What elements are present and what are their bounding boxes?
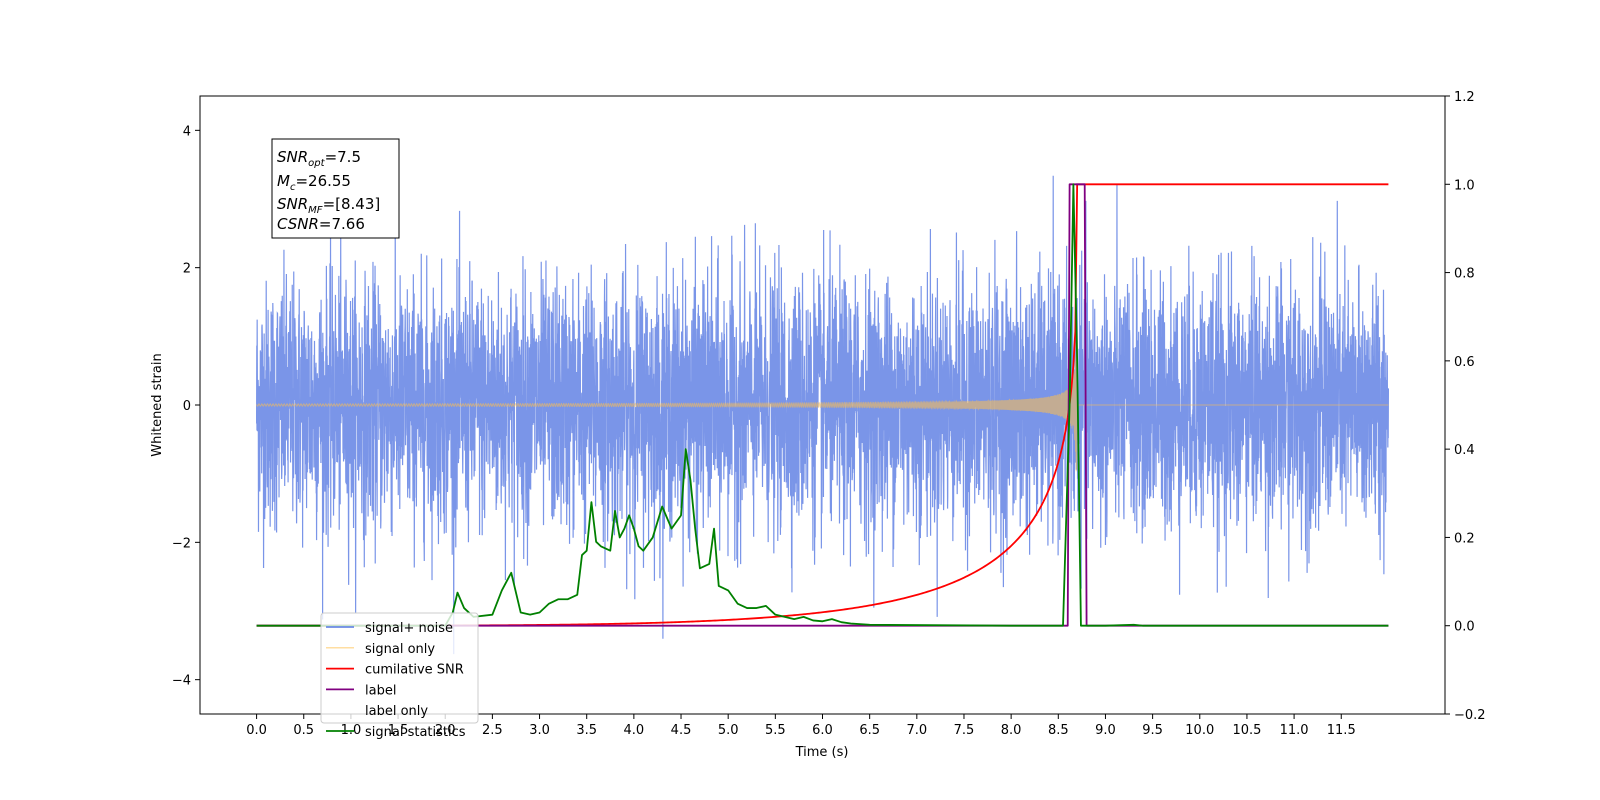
y-tick-label: 4 xyxy=(183,124,191,139)
y-tick-label: −4 xyxy=(172,674,191,689)
x-tick-label: 0.0 xyxy=(246,723,267,738)
x-tick-label: 1.5 xyxy=(388,723,409,738)
annotation-box xyxy=(271,138,400,239)
annotation-mc: Mc=26.55 xyxy=(277,172,351,193)
right-tick-label: −0.2 xyxy=(1454,708,1486,723)
right-axis-ticks: 1.2 1.0 0.8 0.6 0.4 0.2 0.0 −0.2 xyxy=(1445,90,1486,723)
y-tick-label: 0 xyxy=(183,399,191,414)
signal-only-line xyxy=(256,343,1389,472)
noise-series xyxy=(255,175,1390,655)
signal-only-series xyxy=(256,343,1389,472)
annotation-csnr: CSNR=7.66 xyxy=(277,215,365,233)
x-tick-label: 7.0 xyxy=(906,723,927,738)
x-axis-ticks: 0.0 0.5 1.0 1.5 2.0 2.5 3.0 3.5 4.0 4.5 5.0 5.5 6.0 6… xyxy=(246,714,1356,738)
right-tick-label: 0.8 xyxy=(1454,267,1475,282)
legend-label: label only xyxy=(365,704,428,719)
legend: signal+ noise signal only cumilative SNR la… xyxy=(320,612,479,740)
right-tick-label: 0.4 xyxy=(1454,443,1475,458)
y-tick-label: 2 xyxy=(183,262,191,277)
right-tick-label: 0.6 xyxy=(1454,355,1475,370)
legend-label: signal+ noise xyxy=(365,621,453,636)
legend-label: cumilative SNR xyxy=(365,663,464,678)
metrics-annotation: SNRopt=7.5 Mc=26.55 SNRMF=[8.43] CSNR=7.… xyxy=(271,138,400,239)
x-tick-label: 10.0 xyxy=(1185,723,1214,738)
x-tick-label: 2.0 xyxy=(435,723,456,738)
y-axis-label: Whitened strain xyxy=(150,353,165,456)
x-tick-label: 5.0 xyxy=(718,723,739,738)
y-tick-label: −2 xyxy=(172,536,191,551)
x-tick-label: 11.5 xyxy=(1327,723,1356,738)
x-tick-label: 8.0 xyxy=(1001,723,1022,738)
x-tick-label: 6.0 xyxy=(812,723,833,738)
y-axis-ticks: 4 2 0 −2 −4 xyxy=(172,124,200,689)
x-tick-label: 3.5 xyxy=(576,723,597,738)
x-tick-label: 2.5 xyxy=(482,723,503,738)
x-tick-label: 10.5 xyxy=(1232,723,1261,738)
annotation-snr-opt: SNRopt=7.5 xyxy=(277,148,361,169)
x-tick-label: 3.0 xyxy=(529,723,550,738)
right-tick-label: 0.0 xyxy=(1454,620,1475,635)
x-tick-label: 6.5 xyxy=(859,723,880,738)
legend-label: label xyxy=(365,683,396,698)
x-tick-label: 9.0 xyxy=(1095,723,1116,738)
x-tick-label: 5.5 xyxy=(765,723,786,738)
signal-noise-line xyxy=(255,175,1390,655)
x-tick-label: 9.5 xyxy=(1142,723,1163,738)
x-axis-label: Time (s) xyxy=(795,745,849,760)
legend-label: signal statistics xyxy=(365,725,466,740)
x-tick-label: 0.5 xyxy=(293,723,314,738)
right-tick-label: 0.2 xyxy=(1454,531,1475,546)
signal-statistics-line xyxy=(256,183,1389,627)
x-tick-label: 7.5 xyxy=(954,723,975,738)
x-tick-label: 4.0 xyxy=(624,723,645,738)
legend-box xyxy=(320,612,479,724)
annotation-snr-mf: SNRMF=[8.43] xyxy=(277,195,380,216)
right-tick-label: 1.0 xyxy=(1454,178,1475,193)
x-tick-label: 4.5 xyxy=(671,723,692,738)
x-tick-label: 8.5 xyxy=(1048,723,1069,738)
legend-label: signal only xyxy=(365,642,435,657)
right-tick-label: 1.2 xyxy=(1454,90,1475,105)
x-tick-label: 11.0 xyxy=(1280,723,1309,738)
